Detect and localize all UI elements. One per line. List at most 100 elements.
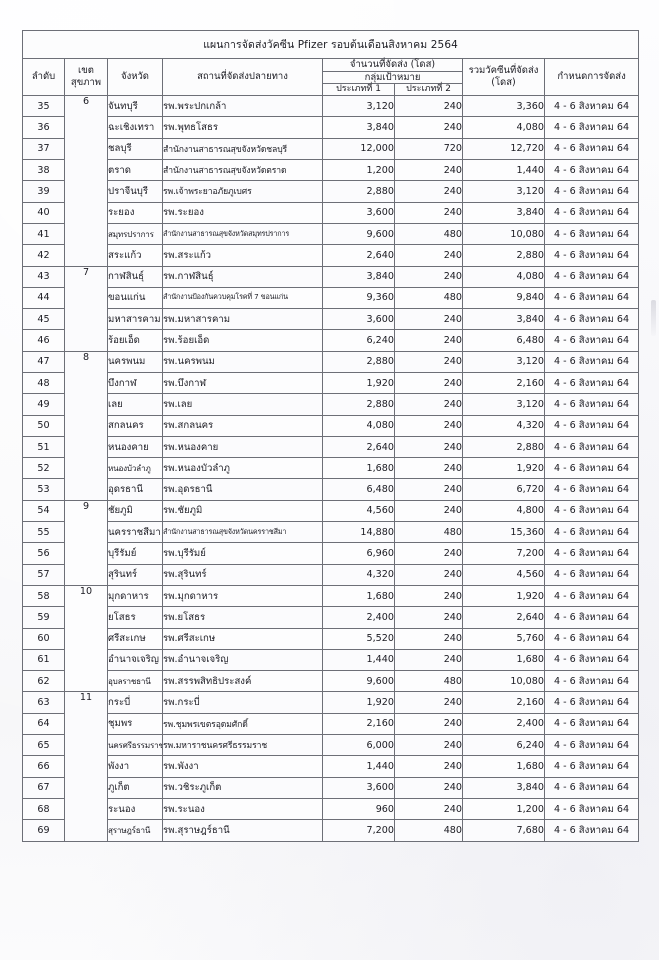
cell-schedule: 4 - 6 สิงหาคม 64: [543, 265, 640, 288]
cell-schedule: 4 - 6 สิงหาคม 64: [543, 201, 640, 224]
cell-schedule: 4 - 6 สิงหาคม 64: [543, 627, 640, 650]
cell-sequence: 57: [22, 563, 65, 586]
table-row: 55 นครราชสีมา สำนักงานสาธารณสุขจังหวัดนครร…: [22, 521, 640, 544]
cell-type2-doses: 240: [394, 776, 463, 799]
title-row: แผนการจัดส่งวัคซีน Pfizer รอบต้นเดือนสิง…: [21, 30, 640, 59]
cell-type2-doses: 480: [394, 521, 463, 544]
vaccine-delivery-table: แผนการจัดส่งวัคซีน Pfizer รอบต้นเดือนสิง…: [21, 30, 640, 842]
cell-sequence: 40: [22, 201, 65, 224]
cell-total-doses: 3,360: [462, 95, 545, 118]
cell-total-doses: 6,480: [462, 329, 545, 352]
cell-sequence: 69: [22, 819, 65, 842]
cell-total-doses: 2,640: [462, 606, 545, 629]
cell-destination: รพ.สรรพสิทธิประสงค์: [162, 670, 323, 693]
cell-type2-doses: 240: [394, 499, 463, 523]
cell-province: ร้อยเอ็ด: [107, 329, 163, 352]
cell-schedule: 4 - 6 สิงหาคม 64: [543, 755, 640, 778]
cell-type2-doses: 240: [394, 797, 463, 821]
cell-destination: สำนักงานสาธารณสุขจังหวัดชลบุรี: [162, 137, 323, 161]
cell-total-doses: 4,560: [462, 563, 545, 586]
cell-total-doses: 2,160: [462, 371, 545, 395]
table-row: 50 สกลนคร รพ.สกลนคร 4,080 240 4,320 4 - 6 สิงห…: [22, 414, 640, 437]
column-header-health-zone: เขต สุขภาพ: [64, 57, 108, 97]
cell-type1-doses: 6,480: [322, 478, 395, 501]
cell-total-doses: 3,120: [462, 393, 545, 416]
cell-sequence: 56: [22, 542, 65, 565]
cell-destination: รพ.มหาราชนครศรีธรรมราช: [162, 734, 323, 757]
cell-destination: รพ.สุราษฎร์ธานี: [162, 819, 323, 842]
cell-schedule: 4 - 6 สิงหาคม 64: [543, 797, 640, 821]
cell-destination: สำนักงานสาธารณสุขจังหวัดนครราชสีมา: [162, 521, 323, 544]
table-row: 64 ชุมพร รพ.ชุมพรเขตรอุดมศักดิ์ 2,160 240 2,4…: [22, 712, 640, 736]
cell-province: ชลบุรี: [107, 137, 163, 161]
cell-total-doses: 1,680: [462, 755, 545, 778]
health-zone-label-line2: สุขภาพ: [70, 77, 102, 89]
column-header-amount-group: จำนวนที่จัดส่ง (โดส): [322, 58, 463, 72]
cell-sequence: 60: [22, 627, 65, 650]
page-title: แผนการจัดส่งวัคซีน Pfizer รอบต้นเดือนสิง…: [21, 30, 640, 59]
cell-total-doses: 3,120: [462, 350, 545, 373]
total-label-line1: รวมวัคซีนที่จัดส่ง: [468, 65, 539, 77]
cell-destination: รพ.กระบี่: [162, 691, 323, 714]
cell-sequence: 59: [22, 606, 65, 629]
table-row: 42 สระแก้ว รพ.สระแก้ว 2,640 240 2,880 4 - 6 สิ…: [22, 244, 640, 267]
cell-province: นครราชสีมา: [107, 521, 163, 544]
cell-schedule: 4 - 6 สิงหาคม 64: [543, 776, 640, 799]
cell-health-zone: 8: [64, 350, 108, 501]
cell-province: อุบลราชธานี: [107, 670, 163, 693]
table-row: 61 อำนาจเจริญ รพ.อำนาจเจริญ 1,440 240 1,680 4 …: [22, 648, 640, 672]
cell-province: ฉะเชิงเทรา: [107, 116, 163, 139]
cell-province: ยโสธร: [107, 606, 163, 629]
cell-province: หนองบัวลำภู: [107, 457, 163, 480]
cell-type2-doses: 240: [394, 606, 463, 629]
cell-province: ชุมพร: [107, 712, 163, 736]
cell-type2-doses: 240: [394, 542, 463, 565]
cell-type1-doses: 1,920: [322, 371, 395, 395]
cell-health-zone: 10: [64, 584, 108, 693]
cell-schedule: 4 - 6 สิงหาคม 64: [543, 244, 640, 267]
table-row: 39 ปราจีนบุรี รพ.เจ้าพระยาอภัยภูเบศร 2,880 2…: [22, 180, 640, 203]
cell-schedule: 4 - 6 สิงหาคม 64: [543, 691, 640, 714]
cell-destination: รพ.ร้อยเอ็ด: [162, 329, 323, 352]
cell-sequence: 41: [22, 222, 65, 246]
cell-destination: สำนักงานสาธารณสุขจังหวัดตราด: [162, 159, 323, 182]
cell-total-doses: 6,720: [462, 478, 545, 501]
cell-province: มหาสารคาม: [107, 308, 163, 331]
cell-type1-doses: 4,080: [322, 414, 395, 437]
cell-total-doses: 2,880: [462, 435, 545, 459]
cell-province: บุรีรัมย์: [107, 542, 163, 565]
cell-province: ภูเก็ต: [107, 776, 163, 799]
cell-schedule: 4 - 6 สิงหาคม 64: [543, 159, 640, 182]
cell-sequence: 39: [22, 180, 65, 203]
cell-sequence: 37: [22, 137, 65, 161]
cell-total-doses: 3,120: [462, 180, 545, 203]
cell-type1-doses: 9,360: [322, 286, 395, 310]
cell-total-doses: 4,320: [462, 414, 545, 437]
cell-sequence: 52: [22, 457, 65, 480]
cell-health-zone: 9: [64, 499, 108, 586]
cell-schedule: 4 - 6 สิงหาคม 64: [543, 648, 640, 672]
cell-schedule: 4 - 6 สิงหาคม 64: [543, 329, 640, 352]
table-row: 67 ภูเก็ต รพ.วชิระภูเก็ต 3,600 240 3,840 4 - 6…: [22, 776, 640, 799]
cell-schedule: 4 - 6 สิงหาคม 64: [543, 542, 640, 565]
cell-destination: รพ.พระปกเกล้า: [162, 95, 323, 118]
health-zone-label-line1: เขต: [78, 65, 94, 77]
table-row: 46 ร้อยเอ็ด รพ.ร้อยเอ็ด 6,240 240 6,480 4 - 6 …: [22, 329, 640, 352]
cell-sequence: 68: [22, 797, 65, 821]
cell-type1-doses: 3,120: [322, 95, 395, 118]
table-row: 58 10 มุกดาหาร รพ.มุกดาหาร 1,680 240 1,920 4 - …: [22, 584, 640, 693]
cell-total-doses: 3,840: [462, 308, 545, 331]
cell-destination: รพ.นครพนม: [162, 350, 323, 373]
cell-type2-doses: 240: [394, 244, 463, 267]
vaccine-delivery-table-sheet: แผนการจัดส่งวัคซีน Pfizer รอบต้นเดือนสิง…: [21, 30, 640, 842]
cell-health-zone: 6: [64, 95, 108, 267]
cell-sequence: 36: [22, 116, 65, 139]
cell-sequence: 65: [22, 734, 65, 757]
cell-province: สุรินทร์: [107, 563, 163, 586]
cell-type1-doses: 1,920: [322, 691, 395, 714]
cell-type1-doses: 14,880: [322, 521, 395, 544]
cell-type2-doses: 240: [394, 755, 463, 778]
cell-type2-doses: 480: [394, 670, 463, 693]
cell-type1-doses: 2,880: [322, 393, 395, 416]
cell-type1-doses: 1,680: [322, 457, 395, 480]
